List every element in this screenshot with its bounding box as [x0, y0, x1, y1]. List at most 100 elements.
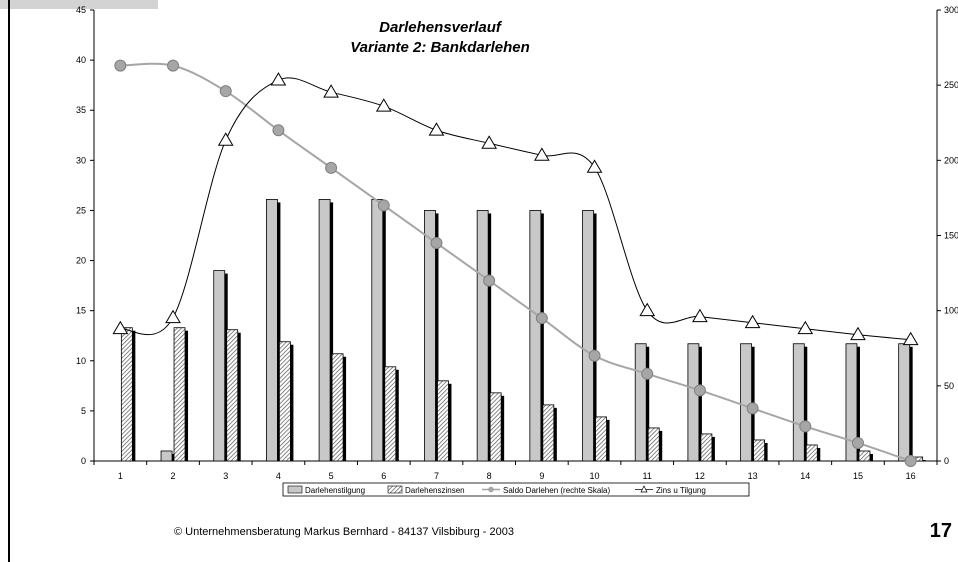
zins-tilgung-point: [112, 320, 129, 335]
tilgung-bar: [740, 343, 752, 462]
zinsen-bar: [858, 450, 871, 462]
saldo-point: [430, 237, 443, 250]
x-tick-label: 9: [539, 471, 544, 481]
y-left-tick-label: 10: [76, 356, 86, 366]
legend-swatch-saldo-point: [488, 486, 494, 493]
x-tick-label: 1: [118, 471, 123, 481]
tilgung-bar: [318, 199, 331, 462]
footer: © Unternehmensberatung Markus Bernhard -…: [0, 520, 958, 544]
zinsen-bar: [700, 433, 713, 462]
zinsen-bar: [753, 439, 765, 462]
x-tick-label: 7: [434, 471, 439, 481]
zinsen-bar: [542, 404, 555, 462]
zins-tilgung-point: [744, 314, 761, 329]
x-tick-label: 6: [381, 471, 386, 481]
zins-tilgung-point: [165, 309, 181, 324]
tilgung-bar: [160, 450, 173, 462]
saldo-point: [272, 124, 285, 137]
zins-tilgung-point: [639, 302, 656, 317]
zinsen-bar: [647, 427, 660, 462]
legend-label-tilgung: Darlehenstilgung: [305, 486, 365, 495]
tilgung-bar: [371, 199, 384, 462]
x-tick-label: 10: [590, 471, 600, 481]
y-left-tick-label: 30: [76, 155, 86, 165]
x-tick-label: 16: [906, 471, 916, 481]
saldo-point: [167, 59, 180, 72]
tilgung-bar: [582, 210, 594, 462]
saldo-line: [120, 62, 911, 462]
zins-tilgung-point: [533, 147, 550, 161]
zinsen-bar: [120, 327, 133, 462]
chart-legend: Darlehenstilgung Darlehenszinsen Saldo Dar…: [282, 482, 750, 497]
y-right-tick-label: 150: [944, 231, 958, 241]
zins-tilgung-point: [586, 159, 603, 173]
x-tick-label: 5: [329, 471, 334, 481]
x-tick-label: 4: [276, 471, 281, 481]
y-right-tick-label: 100: [944, 306, 958, 316]
saldo-point: [219, 85, 232, 98]
y-right-tick-label: 0: [944, 456, 949, 466]
zinsen-bar: [279, 341, 291, 462]
zins-tilgung-point: [797, 320, 814, 335]
zins-tilgung-point: [902, 331, 919, 346]
legend-swatch-zinsen: [387, 485, 403, 494]
tilgung-bar: [266, 199, 278, 462]
saldo-point: [377, 199, 390, 212]
y-left-tick-label: 5: [81, 406, 86, 416]
logo-strip: [0, 0, 158, 9]
y-left-tick-label: 40: [76, 55, 86, 65]
tilgung-bar: [792, 343, 805, 462]
x-tick-label: 8: [487, 471, 492, 481]
saldo-point: [483, 274, 496, 287]
y-left-tick-label: 45: [76, 5, 86, 15]
zins-tilgung-point: [217, 132, 234, 146]
x-tick-label: 11: [643, 471, 652, 481]
y-right-tick-label: 250: [944, 80, 958, 90]
y-left-tick-label: 25: [76, 205, 86, 215]
y-left-tick-label: 15: [76, 306, 86, 316]
x-tick-label: 14: [800, 471, 810, 481]
left-border: [8, 0, 10, 562]
chart-title: Darlehensverlauf: [379, 19, 503, 36]
tilgung-bar: [898, 343, 911, 462]
legend-label-saldo: Saldo Darlehen (rechte Skala): [503, 486, 611, 495]
copyright-text: © Unternehmensberatung Markus Bernhard -…: [174, 526, 514, 538]
x-tick-label: 13: [748, 471, 758, 481]
saldo-point: [114, 59, 127, 72]
page-number: 17: [929, 520, 952, 542]
x-tick-label: 15: [853, 471, 863, 481]
saldo-point: [325, 161, 338, 174]
x-tick-label: 12: [695, 471, 705, 481]
zinsen-bar: [226, 329, 239, 462]
y-left-tick-label: 35: [76, 105, 86, 115]
tilgung-bar: [687, 343, 700, 462]
y-left-tick-label: 20: [76, 256, 86, 266]
zins-tilgung-point: [428, 122, 445, 136]
legend-label-zinsen: Darlehenszinsen: [405, 486, 465, 495]
chart-subtitle: Variante 2: Bankdarlehen: [350, 39, 530, 56]
zins-tilgung-point: [481, 135, 498, 149]
saldo-point: [904, 455, 917, 467]
tilgung-bar: [424, 210, 436, 462]
saldo-point: [693, 384, 706, 397]
zins-tilgung-point: [375, 98, 392, 112]
legend-swatch-tilgung: [287, 485, 303, 494]
saldo-point: [799, 420, 812, 433]
y-right-tick-label: 300: [944, 5, 958, 15]
saldo-point: [588, 349, 601, 362]
y-right-tick-label: 50: [944, 381, 954, 391]
x-tick-label: 3: [223, 471, 228, 481]
saldo-point: [851, 436, 864, 449]
saldo-point: [535, 312, 548, 325]
zinsen-bar: [437, 380, 449, 462]
y-left-tick-label: 0: [81, 456, 86, 466]
legend-swatch-zins-tilgung-point: [640, 485, 648, 493]
loan-chart: Darlehensverlauf Variante 2: Bankdarlehe…: [76, 5, 958, 497]
zins-tilgung-point: [692, 308, 708, 323]
saldo-point: [641, 367, 654, 380]
zins-tilgung-point: [270, 72, 287, 86]
zinsen-bar: [595, 416, 607, 462]
y-right-tick-label: 200: [944, 155, 958, 165]
zinsen-bar: [173, 327, 186, 462]
zinsen-bar: [489, 392, 502, 462]
